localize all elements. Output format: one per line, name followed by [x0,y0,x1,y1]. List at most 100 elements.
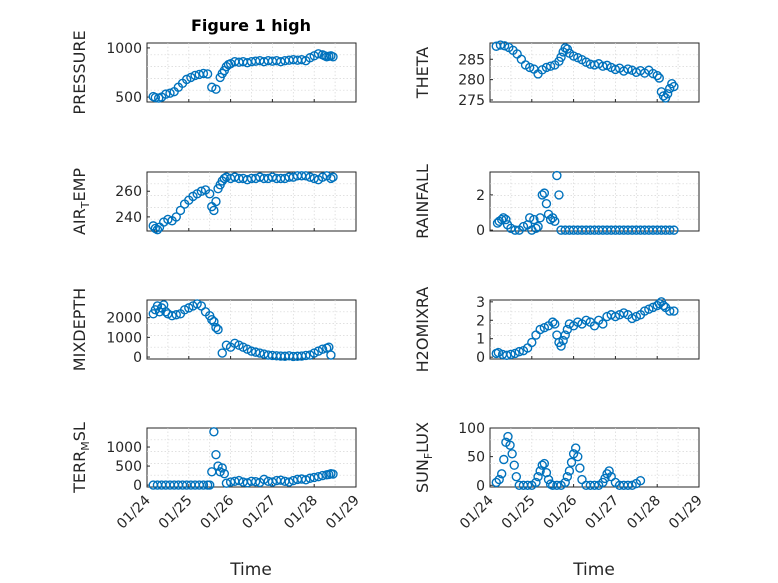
sun-flux-point [575,463,585,473]
theta-point [654,73,664,83]
sun-flux-point [573,451,583,462]
rainfall-point [525,213,535,223]
air-temp-point [301,171,311,181]
terr-msl-point [219,468,230,479]
xtick-label-01-25: 01/25 [499,493,539,533]
terr-msl-point [313,472,324,482]
figure-title: Figure 1 high [191,16,311,35]
h2omixra-point [556,341,566,351]
sun-flux-point [570,443,581,453]
sun-flux-point [509,460,519,470]
sun-flux-ytick-label: 0 [476,478,485,494]
h2omixra-ylabel: H2OMIXRA [413,287,432,373]
sun-flux-ytick-label: 100 [458,421,485,437]
theta-ytick-label: 285 [458,52,485,68]
mixdepth-point [167,311,177,321]
pressure-point [211,84,221,94]
sun-flux-point [491,477,501,488]
theta-point [568,51,579,61]
air-temp-point [171,212,181,222]
sun-flux-point [494,474,504,485]
xtick-label-01-27: 01/27 [582,493,622,533]
h2omixra-point [627,313,637,324]
xtick-label-01-26: 01/26 [541,492,581,532]
theta-point [525,62,535,73]
theta-point [652,70,662,81]
sun-flux-point [564,466,575,476]
theta-ylabel: THETA [413,47,432,99]
sun-flux-point [497,469,507,479]
subplot-h2omixra: 0 1 2 3 H2OMIXRA [413,287,700,373]
mixdepth-ytick-label: 2000 [106,311,142,327]
xtick-label-01-29: 01/29 [666,493,706,533]
theta-point [669,81,679,92]
rainfall-point [552,170,562,181]
rainfall-point [535,213,545,223]
rainfall-point [669,225,679,235]
mixdepth-point [317,344,328,354]
terr-msl-ytick-label: 1000 [106,440,142,456]
terr-msl-ytick-label: 500 [115,459,142,475]
mixdepth-ylabel: MIXDEPTH [70,288,89,371]
sun-flux-point [522,480,533,490]
rainfall-point [510,225,520,235]
sun-flux-point [552,480,562,490]
h2omixra-point [631,311,641,322]
h2omixra-point [550,319,560,329]
sun-flux-point [539,458,550,469]
rainfall-point [665,225,675,235]
pressure-point [190,70,200,81]
terr-msl-ytick-label: 0 [133,478,142,494]
pressure-point [150,92,161,103]
rainfall-point [498,213,509,223]
h2omixra-point [598,319,608,329]
air-temp-point [150,223,161,234]
subplot-pressure: 500 1000 PRESSURE [70,30,357,115]
theta-point [545,61,556,71]
x-axis-label-right: Time [572,560,615,580]
air-temp-point [219,173,230,184]
rainfall-point [545,214,556,225]
h2omixra-point [548,317,558,327]
h2omixra-point [581,315,591,325]
terr-msl-point [267,477,278,487]
mixdepth-ytick-label: 0 [133,350,142,366]
xtick-label-01-29: 01/29 [323,493,363,533]
air-temp-ylabel: AIRTEMP [70,168,92,235]
air-temp-point [209,205,219,216]
h2omixra-point [502,350,512,361]
sun-flux-point [535,466,545,476]
terr-msl-point [211,449,221,460]
terr-msl-point [250,476,261,487]
terr-msl-point [234,475,244,486]
subplot-rainfall: 0 2 RAINFALL [413,164,700,239]
h2omixra-point [506,349,516,360]
theta-ytick-label: 275 [458,93,485,109]
terr-msl-point [317,470,328,481]
xtick-label-01-28: 01/28 [281,493,321,533]
pressure-point [202,69,213,79]
xtick-label-01-28: 01/28 [624,493,664,533]
mixdepth-point [326,350,336,360]
rainfall-point [541,199,552,209]
air-temp-ytick-label: 260 [115,184,142,200]
air-temp-point [211,196,221,207]
theta-point [667,78,677,89]
sun-flux-point [589,480,600,490]
h2omixra-point [665,306,675,316]
mixdepth-point [213,324,223,335]
sun-flux-point [499,454,509,465]
terr-msl-point [217,463,227,473]
subplot-air-temp: 240 260 AIRTEMP [70,168,357,235]
h2omixra-point [658,300,669,311]
rainfall-ylabel: RAINFALL [413,164,432,239]
rainfall-ytick-label: 0 [476,223,485,239]
h2omixra-ytick-label: 3 [476,295,485,311]
h2omixra-ytick-label: 2 [476,313,485,329]
subplot-mixdepth: 0 1000 2000 MIXDEPTH [70,288,357,371]
h2omixra-point [560,330,570,340]
terr-msl-point [209,427,219,437]
air-temp-point [328,172,338,182]
rainfall-point [554,190,564,200]
sun-flux-point [507,449,517,459]
